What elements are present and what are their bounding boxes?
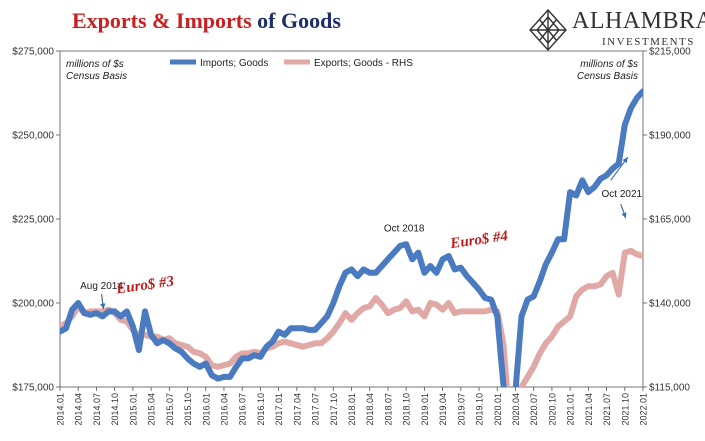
x-axis-tick-label: 2022.01 bbox=[639, 393, 649, 426]
x-axis-tick-label: 2020.04 bbox=[511, 393, 521, 426]
x-axis-tick-label: 2018.04 bbox=[365, 393, 375, 426]
x-axis-tick-label: 2018.10 bbox=[402, 393, 412, 426]
annotation-oct-2021-arrow-down-head bbox=[621, 212, 627, 219]
right-unit-note: Census Basis bbox=[577, 71, 638, 82]
x-axis-tick-label: 2019.04 bbox=[438, 393, 448, 426]
x-axis-tick-label: 2014.07 bbox=[92, 393, 102, 426]
x-axis-tick-label: 2014.01 bbox=[56, 393, 66, 426]
x-axis-tick-label: 2020.07 bbox=[529, 393, 539, 426]
x-axis-tick-label: 2021.10 bbox=[620, 393, 630, 426]
annotation-aug-2014: Aug 2014 bbox=[80, 281, 123, 292]
x-axis-tick-label: 2020.10 bbox=[547, 393, 557, 426]
x-axis-tick-label: 2021.04 bbox=[584, 393, 594, 426]
x-axis-tick-label: 2019.10 bbox=[475, 393, 485, 426]
left-axis-tick-label: $175,000 bbox=[12, 383, 54, 394]
left-axis-tick-label: $200,000 bbox=[12, 299, 54, 310]
left-axis-tick-label: $225,000 bbox=[12, 215, 54, 226]
x-axis-tick-label: 2017.10 bbox=[329, 393, 339, 426]
diamond-lattice-logo-icon bbox=[529, 8, 567, 52]
x-axis-tick-label: 2016.10 bbox=[256, 393, 266, 426]
x-axis-tick-label: 2014.10 bbox=[110, 393, 120, 426]
x-axis-tick-label: 2014.04 bbox=[74, 393, 84, 426]
x-axis-tick-label: 2017.01 bbox=[274, 393, 284, 426]
x-axis-tick-label: 2021.07 bbox=[602, 393, 612, 426]
x-axis-tick-label: 2016.04 bbox=[219, 393, 229, 426]
x-axis-tick-label: 2021.01 bbox=[566, 393, 576, 426]
imports-series-line bbox=[60, 88, 643, 387]
x-axis-tick-label: 2015.04 bbox=[147, 393, 157, 426]
x-axis-tick-label: 2019.01 bbox=[420, 393, 430, 426]
right-axis-tick-label: $165,000 bbox=[649, 215, 691, 226]
left-unit-note: Census Basis bbox=[66, 71, 127, 82]
annotation-oct-2018: Oct 2018 bbox=[384, 223, 425, 234]
annotation-oct-2021-arrow-up-head bbox=[622, 157, 628, 164]
x-axis-tick-label: 2015.10 bbox=[183, 393, 193, 426]
x-axis-tick-label: 2015.01 bbox=[128, 393, 138, 426]
x-axis-tick-label: 2017.04 bbox=[292, 393, 302, 426]
legend-exports-label: Exports; Goods - RHS bbox=[314, 58, 413, 69]
annotation-aug-2014-arrow-head bbox=[100, 303, 106, 310]
x-axis-tick-label: 2018.07 bbox=[383, 393, 393, 426]
left-axis-tick-label: $250,000 bbox=[12, 131, 54, 142]
legend-imports-label: Imports; Goods bbox=[200, 58, 268, 69]
x-axis-tick-label: 2016.01 bbox=[201, 393, 211, 426]
right-axis-tick-label: $190,000 bbox=[649, 131, 691, 142]
annotation-oct-2021: Oct 2021 bbox=[601, 189, 642, 200]
annotation-euro-4: Euro$ #4 bbox=[448, 228, 509, 252]
title-part-red: Exports & Imports bbox=[72, 8, 252, 33]
x-axis-tick-label: 2019.07 bbox=[456, 393, 466, 426]
exports-series-line bbox=[60, 247, 643, 387]
annotation-euro-3: Euro$ #3 bbox=[114, 273, 175, 297]
x-axis-tick-label: 2020.01 bbox=[493, 393, 503, 426]
left-axis-tick-label: $275,000 bbox=[12, 47, 54, 58]
right-axis-tick-label: $215,000 bbox=[649, 47, 691, 58]
right-axis-tick-label: $140,000 bbox=[649, 299, 691, 310]
x-axis-tick-label: 2017.07 bbox=[311, 393, 321, 426]
right-unit-note: millions of $s bbox=[580, 59, 638, 70]
alhambra-logo: ALHAMBRA INVESTMENTS bbox=[528, 8, 705, 52]
x-axis-tick-label: 2015.07 bbox=[165, 393, 175, 426]
chart-title: Exports & Imports of Goods bbox=[72, 8, 341, 34]
right-axis-tick-label: $115,000 bbox=[649, 383, 690, 394]
logo-sub: INVESTMENTS bbox=[602, 36, 695, 48]
left-unit-note: millions of $s bbox=[66, 59, 124, 70]
x-axis-tick-label: 2016.07 bbox=[238, 393, 248, 426]
x-axis-tick-label: 2018.01 bbox=[347, 393, 357, 426]
title-part-navy: of Goods bbox=[257, 8, 341, 33]
logo-name: ALHAMBRA bbox=[572, 8, 705, 34]
